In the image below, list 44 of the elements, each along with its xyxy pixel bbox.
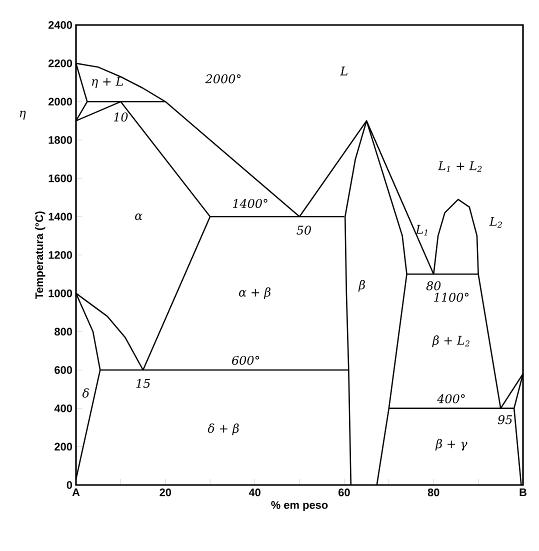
- annotation: 95: [498, 415, 512, 424]
- x-tick-label: 60: [338, 488, 350, 496]
- annotation: α: [135, 214, 142, 220]
- y-axis-title: Temperatura (°C): [35, 211, 46, 299]
- x-tick-label: 40: [248, 488, 260, 496]
- annotation: 80: [426, 281, 441, 290]
- annotation: 400°: [437, 394, 465, 404]
- y-tick-label: 400: [54, 404, 72, 412]
- x-tick-label: B: [520, 488, 526, 496]
- y-tick-label: 2200: [48, 59, 72, 68]
- y-tick-label: 0: [66, 481, 72, 489]
- annotation: L$_{1}$: [415, 224, 428, 236]
- text: η: [20, 110, 26, 120]
- annotation: β + L$_{2}$: [432, 335, 470, 348]
- annotation: 15: [136, 378, 150, 388]
- y-tick-label: 1000: [48, 289, 72, 298]
- x-tick-label: 20: [160, 488, 172, 496]
- annotation: 1100°: [434, 292, 469, 302]
- annotation: 10: [114, 112, 128, 122]
- annotation: L$_{1}$ + L$_{2}$: [438, 161, 482, 172]
- y-tick-label: 2400: [48, 21, 72, 29]
- x-tick-label: 80: [428, 488, 440, 496]
- y-tick-label: 800: [54, 328, 72, 336]
- annotation: δ: [82, 388, 89, 398]
- annotation: δ + β: [208, 424, 239, 436]
- y-tick-label: 600: [54, 366, 72, 374]
- annotation: β: [358, 280, 365, 292]
- annotation: β + γ: [435, 438, 468, 451]
- x-axis-title: % em peso: [271, 501, 328, 512]
- y-tick-label: 1800: [48, 136, 72, 144]
- annotation: 1400°: [232, 198, 268, 208]
- annotation: 2000°: [205, 74, 241, 84]
- annotation: 50: [296, 226, 311, 235]
- y-tick-label: 1600: [48, 174, 72, 182]
- x-tick-label: A: [72, 488, 80, 496]
- y-tick-label: 200: [54, 442, 72, 451]
- annotation: η + L: [92, 76, 123, 88]
- annotation: L$_{2}$: [489, 217, 502, 228]
- annotation: 600°: [232, 356, 260, 365]
- annotation: α + β: [239, 287, 271, 299]
- y-tick-label: 2000: [48, 98, 72, 106]
- annotation: L: [340, 66, 348, 76]
- y-tick-label: 1400: [48, 212, 72, 221]
- y-tick-label: 1200: [48, 251, 72, 259]
